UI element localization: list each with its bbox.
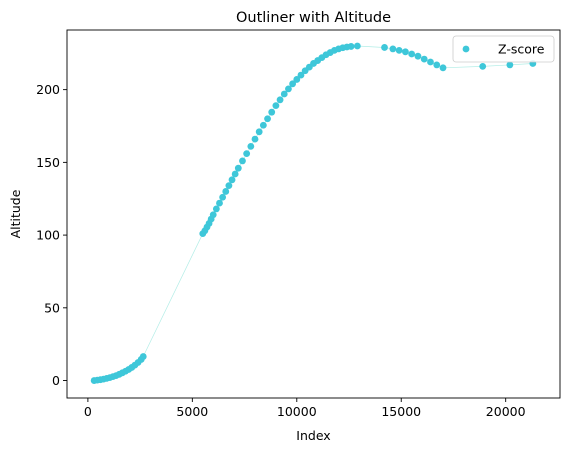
plot-area [90,42,537,384]
data-point [234,164,242,172]
x-axis-ticks: 0 5000 10000 15000 20000 [84,398,526,419]
data-point [402,48,409,56]
chart-title: Outliner with Altitude [236,10,391,26]
x-tick-label: 20000 [486,404,526,419]
y-axis-ticks: 0 50 100 150 200 [36,82,67,388]
data-point [414,52,422,60]
data-point [209,211,217,219]
data-point [389,45,397,53]
y-tick-label: 100 [36,228,60,243]
data-point [216,199,223,207]
data-point [420,55,428,63]
y-tick-label: 150 [36,155,60,170]
data-point [506,61,514,69]
data-point [225,182,233,190]
data-point [251,135,259,143]
plot-frame [66,29,561,399]
data-point [139,353,147,360]
data-point [231,170,239,178]
y-axis-title: Altitude [8,189,23,238]
data-point [285,85,292,93]
data-point [439,64,447,72]
y-tick-label: 200 [36,82,60,97]
data-point [212,205,220,213]
data-point [293,76,301,83]
data-point [408,50,416,58]
y-tick-label: 50 [44,300,60,315]
data-point [239,157,246,165]
legend-box [452,35,555,63]
data-point [479,62,487,70]
data-point [228,176,236,184]
data-point [247,142,255,150]
x-tick-label: 5000 [176,404,208,419]
data-point [259,121,267,129]
data-point [268,108,276,116]
data-point [353,42,361,50]
y-tick-label: 0 [52,373,60,388]
data-point [264,115,271,123]
legend: Z-score [452,35,555,63]
data-point [427,58,434,66]
data-point [255,128,263,136]
data-point [381,44,388,51]
x-tick-label: 10000 [277,404,317,419]
data-point [219,193,227,201]
data-point [297,71,305,79]
data-point [347,43,355,50]
x-axis-title: Index [296,428,330,443]
trend-line [94,45,533,381]
x-tick-label: 15000 [381,404,421,419]
data-point [222,188,230,195]
data-point [243,150,251,158]
data-point [272,102,280,110]
legend-label: Z-score [498,42,545,57]
x-tick-label: 0 [84,404,92,419]
data-point [280,90,288,98]
data-point [276,96,284,104]
legend-marker [462,45,470,53]
data-point [433,61,441,69]
data-point [289,80,297,88]
data-point [395,46,403,54]
